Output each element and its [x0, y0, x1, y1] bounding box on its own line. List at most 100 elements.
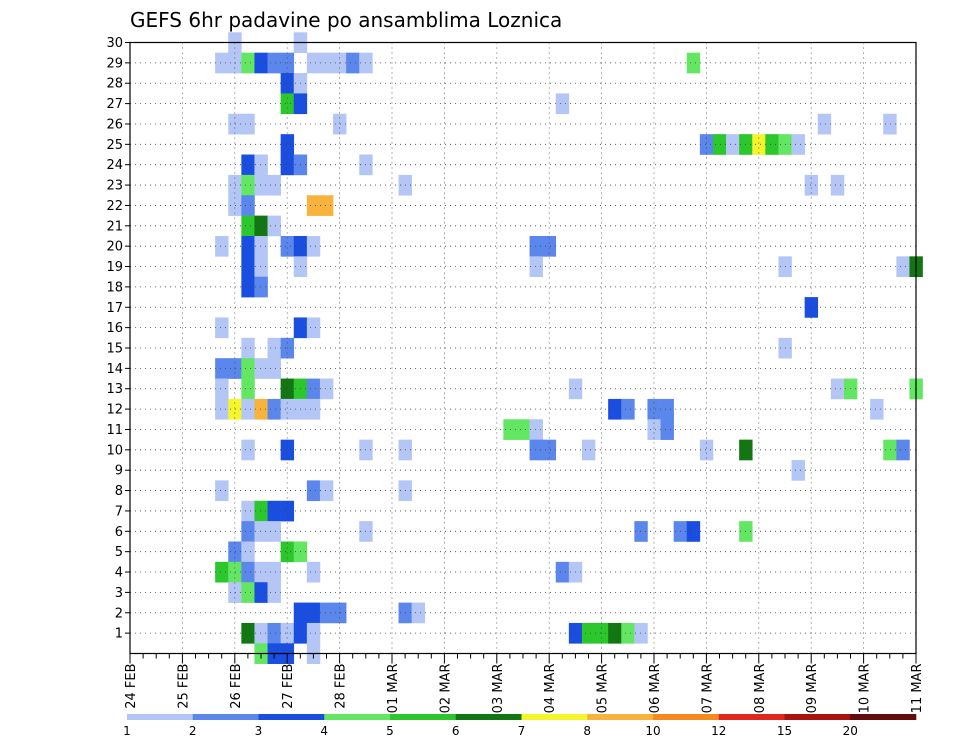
precip-cell — [306, 602, 321, 624]
precip-cell — [280, 500, 295, 522]
y-tick-label: 11 — [106, 423, 123, 438]
precip-cell — [306, 480, 321, 502]
colorbar-swatch — [258, 714, 325, 720]
x-tick-label: 05 MAR — [596, 664, 611, 714]
colorbar-swatch — [784, 714, 851, 720]
colorbar: 1 2 3 4 5 6 7 8 10 12 15 20 — [123, 714, 917, 738]
y-tick-label: 9 — [115, 464, 123, 479]
precip-cell — [254, 256, 268, 278]
precip-cell — [267, 174, 281, 196]
precip-cell — [726, 134, 740, 155]
precip-cell — [529, 256, 543, 278]
precip-cell — [254, 398, 268, 420]
x-tick-label: 06 MAR — [648, 664, 663, 714]
colorbar-swatch — [324, 714, 391, 720]
colorbar-label: 8 — [583, 724, 591, 738]
y-tick-label: 2 — [115, 606, 123, 621]
precip-cell — [830, 378, 845, 400]
precip-cell — [254, 154, 268, 176]
x-tick-label: 28 FEB — [334, 664, 349, 709]
y-tick-label: 19 — [106, 260, 123, 275]
colorbar-label: 20 — [843, 724, 858, 738]
y-tick-label: 7 — [115, 504, 123, 519]
precip-cell — [791, 460, 805, 481]
colorbar-label: 6 — [452, 724, 460, 738]
precip-cell — [241, 337, 255, 359]
precip-cell — [647, 419, 661, 440]
precip-cell — [752, 134, 766, 155]
precip-cell — [254, 358, 268, 379]
x-tick-label: 27 FEB — [281, 664, 296, 709]
y-tick-label: 3 — [115, 586, 123, 601]
precip-cell — [254, 174, 268, 196]
y-tick-label: 4 — [115, 566, 123, 581]
x-tick-label: 08 MAR — [753, 664, 768, 714]
precip-cell — [896, 256, 910, 278]
x-tick-label: 24 FEB — [124, 664, 139, 709]
precip-cell — [306, 317, 321, 339]
x-tick-label: 10 MAR — [858, 664, 873, 714]
y-tick-label: 20 — [106, 240, 123, 255]
precip-cell — [660, 398, 674, 420]
precip-cell — [228, 358, 242, 379]
precip-cell — [621, 398, 635, 420]
precip-cell — [215, 480, 229, 502]
y-tick-label: 14 — [106, 362, 123, 377]
y-tick-label: 24 — [106, 158, 123, 173]
precip-cell — [411, 602, 426, 624]
precip-cell — [280, 378, 295, 400]
colorbar-label: 12 — [711, 724, 726, 738]
colorbar-swatch — [127, 714, 194, 720]
precip-cell — [215, 317, 229, 339]
precip-cell — [267, 521, 281, 542]
precip-cell — [267, 52, 281, 74]
y-tick-label: 28 — [106, 77, 123, 92]
precip-cell — [883, 113, 897, 135]
y-tick-label: 17 — [106, 301, 123, 316]
precip-cell — [241, 622, 255, 644]
x-tick-label: 11 MAR — [910, 664, 925, 714]
precip-cell — [254, 582, 268, 603]
precip-cell — [699, 439, 714, 461]
precip-cell — [267, 398, 281, 420]
x-tick-label: 09 MAR — [805, 664, 820, 714]
precip-cell — [215, 52, 229, 74]
colorbar-swatch — [455, 714, 522, 720]
precip-cell — [228, 174, 242, 196]
precip-cell — [241, 174, 255, 196]
colorbar-label: 5 — [386, 724, 394, 738]
precip-cell — [608, 622, 622, 644]
precip-cell — [241, 113, 255, 135]
precip-cell — [215, 378, 229, 400]
precip-cell — [686, 52, 701, 74]
precip-cell — [215, 398, 229, 420]
precip-cell — [306, 195, 321, 216]
precip-cell — [346, 52, 360, 74]
precip-cell — [621, 622, 635, 644]
precip-cell — [215, 561, 229, 583]
precip-cell — [254, 235, 268, 257]
precip-cell — [542, 439, 557, 461]
colorbar-label: 4 — [320, 724, 328, 738]
y-tick-label: 8 — [115, 484, 123, 499]
precip-cell — [660, 419, 674, 440]
y-tick-label: 6 — [115, 525, 123, 540]
grid-layer — [130, 42, 916, 654]
precip-cell — [241, 215, 255, 237]
precip-cell — [254, 52, 268, 74]
colorbar-label: 7 — [518, 724, 526, 738]
precip-cell — [241, 582, 255, 603]
y-tick-label: 23 — [106, 179, 123, 194]
precip-cell — [280, 93, 295, 115]
y-tick-label: 30 — [106, 36, 123, 51]
precip-cell — [228, 398, 242, 420]
precip-cell — [267, 215, 281, 237]
y-tick-label: 1 — [115, 627, 123, 642]
precip-cell — [241, 541, 255, 563]
precip-cell — [319, 195, 334, 216]
y-tick-label: 25 — [106, 138, 123, 153]
precip-cell — [254, 561, 268, 583]
y-tick-label: 15 — [106, 342, 123, 357]
precip-cell — [817, 113, 832, 135]
precip-cell — [267, 582, 281, 603]
